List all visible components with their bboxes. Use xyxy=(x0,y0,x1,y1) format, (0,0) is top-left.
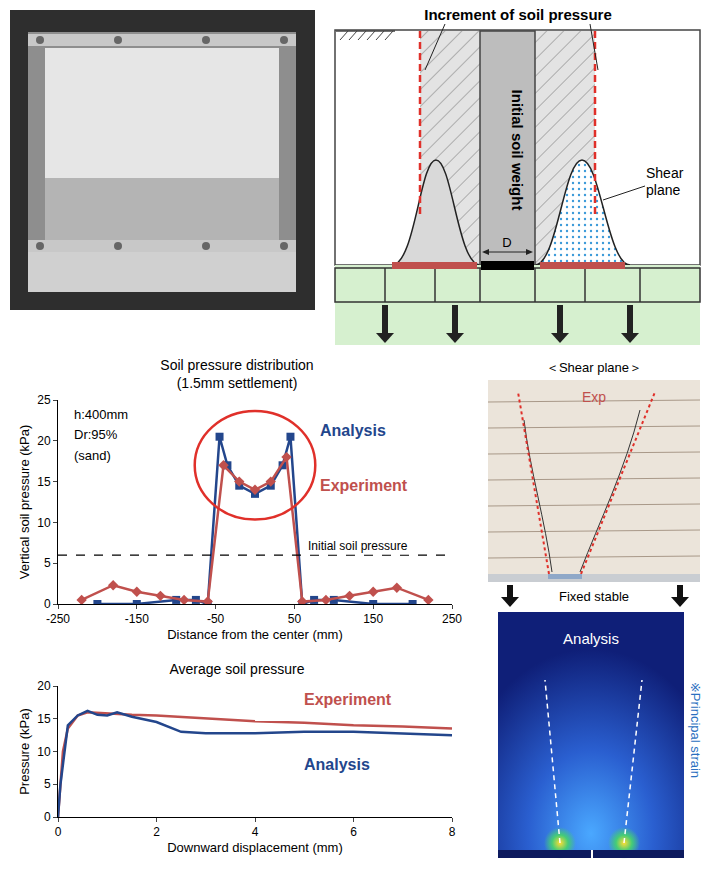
svg-text:Experiment: Experiment xyxy=(304,691,392,708)
svg-text:Increment of soil pressure: Increment of soil pressure xyxy=(424,6,612,23)
svg-text:Downward displacement (mm): Downward displacement (mm) xyxy=(167,840,343,855)
svg-text:(sand): (sand) xyxy=(74,448,111,463)
svg-text:Soil pressure distribution(1.5: Soil pressure distribution(1.5mm settlem… xyxy=(160,357,313,391)
svg-text:50: 50 xyxy=(288,612,302,626)
svg-text:-150: -150 xyxy=(125,612,149,626)
svg-text:Distance from the center (mm): Distance from the center (mm) xyxy=(167,627,343,642)
svg-text:2: 2 xyxy=(153,825,160,839)
svg-text:D: D xyxy=(502,235,511,250)
svg-text:0: 0 xyxy=(44,597,51,611)
svg-text:Initial soil pressure: Initial soil pressure xyxy=(308,539,408,553)
svg-text:h:400mm: h:400mm xyxy=(74,407,128,422)
svg-text:15: 15 xyxy=(37,712,51,726)
svg-text:150: 150 xyxy=(363,612,383,626)
svg-text:25: 25 xyxy=(37,393,51,407)
svg-text:Average soil pressure: Average soil pressure xyxy=(169,661,304,677)
svg-text:Analysis: Analysis xyxy=(304,756,370,773)
svg-text:15: 15 xyxy=(37,475,51,489)
svg-text:0: 0 xyxy=(55,825,62,839)
svg-text:Analysis: Analysis xyxy=(320,422,386,439)
svg-text:Pressure (kPa): Pressure (kPa) xyxy=(17,708,32,795)
svg-text:8: 8 xyxy=(449,825,456,839)
svg-text:＜Shear plane＞: ＜Shear plane＞ xyxy=(546,360,642,375)
svg-text:10: 10 xyxy=(37,516,51,530)
svg-text:6: 6 xyxy=(350,825,357,839)
svg-text:Vertical soil pressure (kPa): Vertical soil pressure (kPa) xyxy=(17,425,32,580)
svg-text:-50: -50 xyxy=(207,612,225,626)
svg-text:Dr:95%: Dr:95% xyxy=(74,427,118,442)
svg-text:4: 4 xyxy=(252,825,259,839)
svg-text:5: 5 xyxy=(44,777,51,791)
svg-text:10: 10 xyxy=(37,745,51,759)
svg-text:Initial soil weight: Initial soil weight xyxy=(509,90,526,211)
svg-text:Fixed stable: Fixed stable xyxy=(559,589,629,604)
svg-text:0: 0 xyxy=(44,810,51,824)
svg-text:5: 5 xyxy=(44,556,51,570)
svg-text:Exp: Exp xyxy=(582,389,606,405)
svg-text:※Principal strain: ※Principal strain xyxy=(688,682,703,778)
svg-text:20: 20 xyxy=(37,434,51,448)
svg-text:Analysis: Analysis xyxy=(563,630,619,647)
svg-text:-250: -250 xyxy=(46,612,70,626)
svg-text:Experiment: Experiment xyxy=(320,477,408,494)
svg-text:250: 250 xyxy=(442,612,462,626)
svg-text:Shearplane: Shearplane xyxy=(646,165,684,198)
svg-text:20: 20 xyxy=(37,679,51,693)
